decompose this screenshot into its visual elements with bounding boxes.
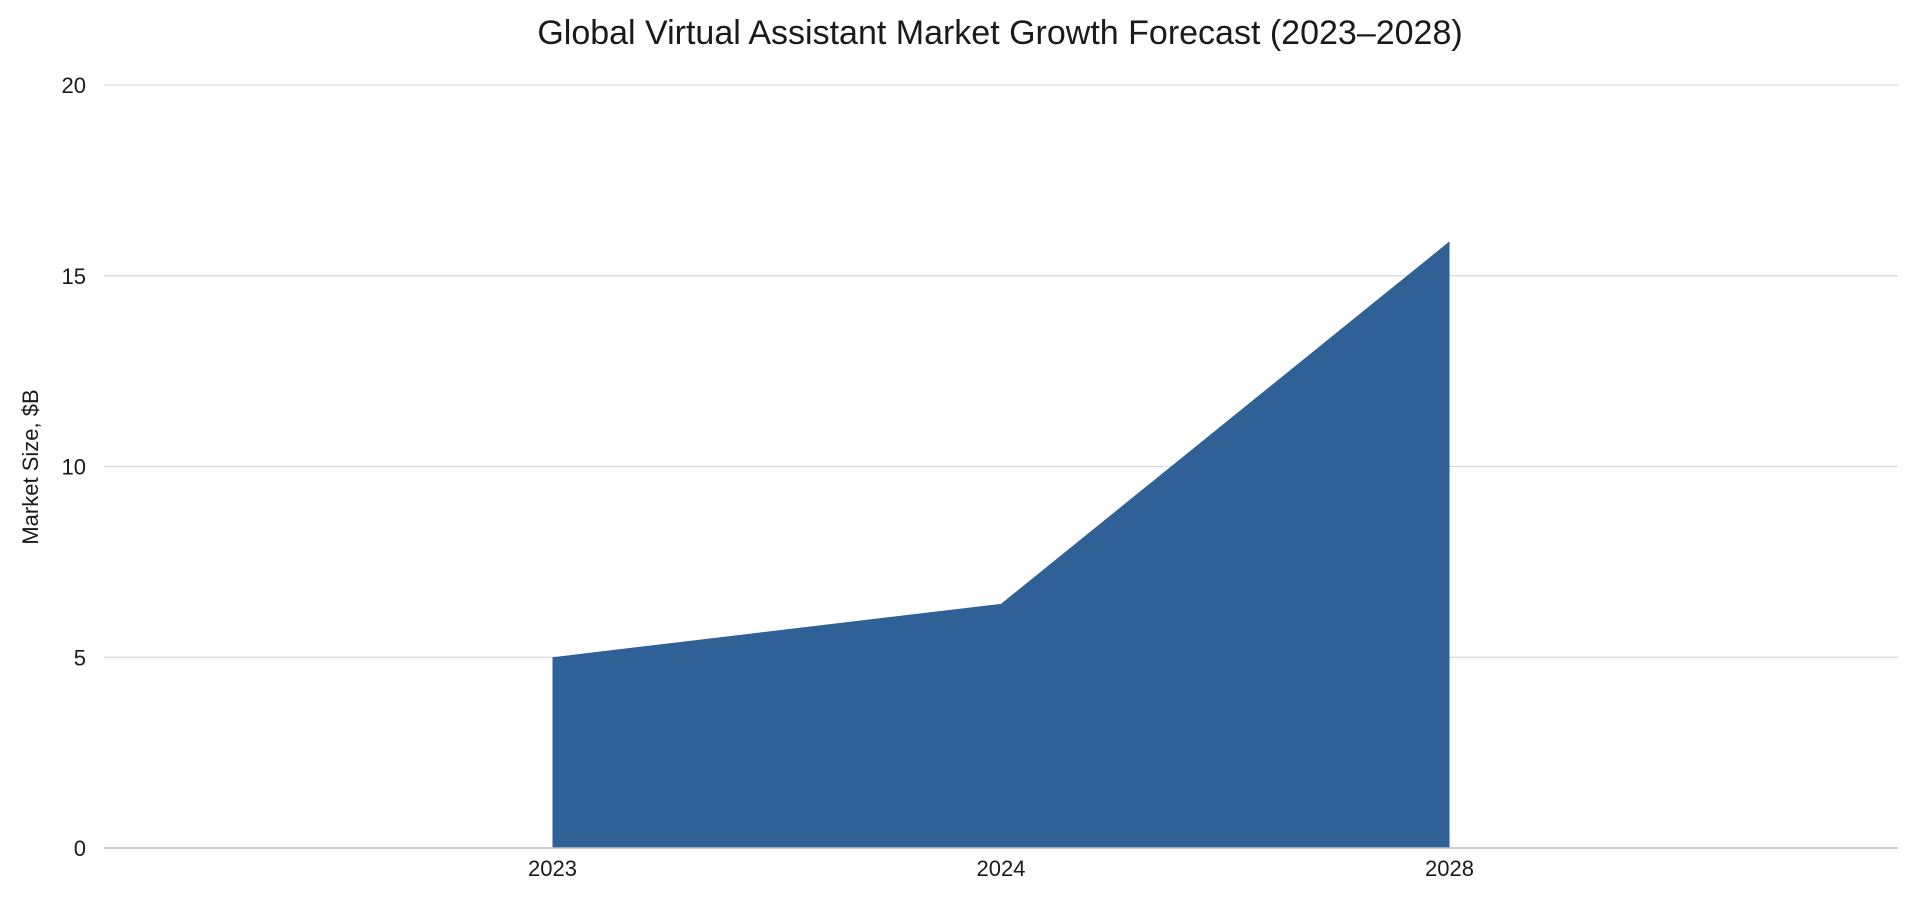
y-axis-label: Market Size, $B [18, 389, 43, 544]
y-tick-label: 15 [62, 264, 86, 289]
y-tick-label: 0 [74, 836, 86, 861]
chart-title: Global Virtual Assistant Market Growth F… [537, 14, 1462, 52]
gridlines [104, 84, 1898, 658]
x-tick-label: 2024 [977, 856, 1026, 881]
area-fill [552, 241, 1450, 849]
x-tick-label: 2023 [528, 856, 577, 881]
x-tick-label: 2028 [1425, 856, 1474, 881]
y-tick-label: 10 [62, 455, 86, 480]
y-tick-label: 5 [74, 645, 86, 670]
axes: 0 5 10 15 20 2023 2024 2028 [62, 73, 1898, 881]
y-tick-label: 20 [62, 73, 86, 98]
area-series [552, 241, 1450, 849]
